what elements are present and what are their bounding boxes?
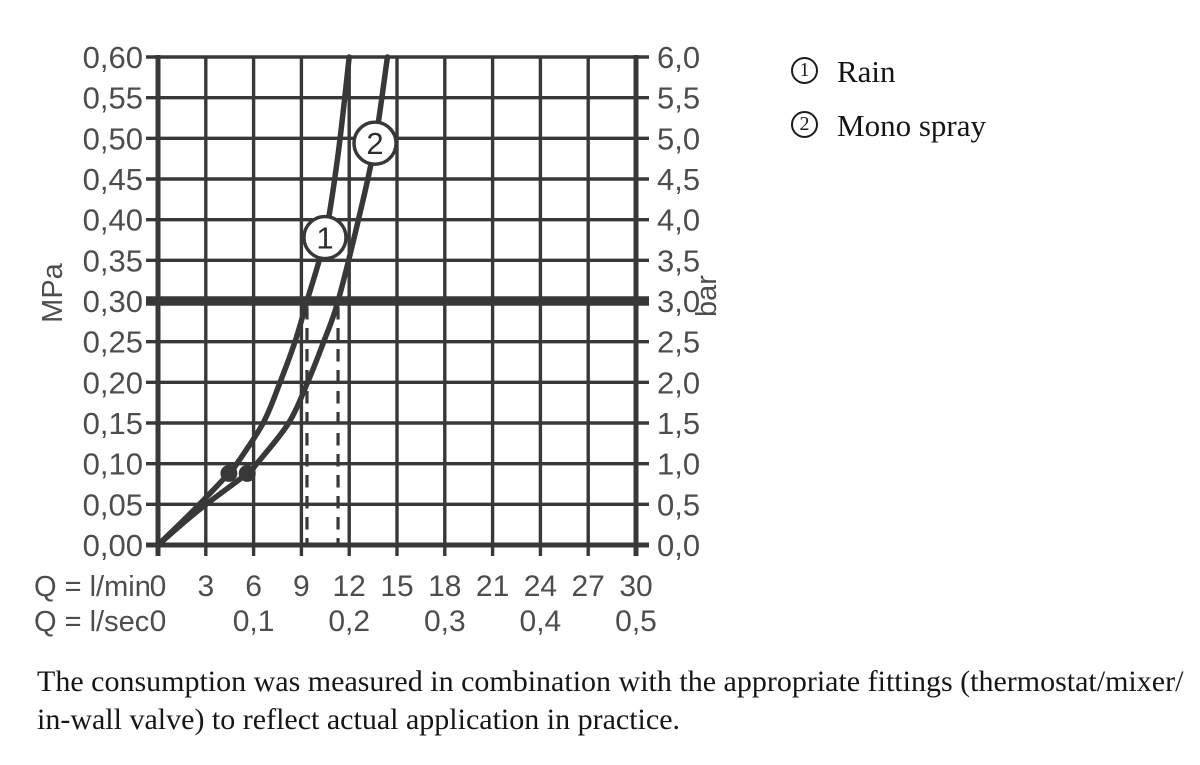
x-tick-lsec: 0,2 (328, 605, 370, 638)
y-right-tick-label: 1,0 (657, 447, 700, 482)
caption-line-2: in-wall valve) to reflect actual applica… (37, 703, 681, 736)
y-right-tick-label: 5,0 (657, 121, 700, 156)
legend-label-mono-spray: Mono spray (837, 108, 986, 143)
chart-canvas: 120,600,550,500,450,400,350,300,250,200,… (34, 40, 723, 638)
x-tick-lmin: 3 (197, 570, 214, 603)
y-left-tick-label: 0,35 (83, 243, 143, 278)
y-left-tick-label: 0,00 (83, 528, 143, 563)
y-left-tick-label: 0,45 (83, 162, 143, 197)
x-tick-lmin: 9 (293, 570, 310, 603)
legend-number-2-icon: 2 (791, 111, 818, 138)
chart-legend: 1 Rain 2 Mono spray (791, 54, 986, 141)
y-left-tick-label: 0,20 (83, 365, 143, 400)
caption-line-1: The consumption was measured in combinat… (37, 665, 1184, 698)
measured-point (220, 464, 238, 482)
y-left-tick-label: 0,50 (83, 121, 143, 156)
y-left-tick-label: 0,55 (83, 81, 143, 116)
curve-badge-number-1: 1 (316, 221, 333, 256)
curve-badge-circle-2 (352, 120, 398, 166)
measured-point (238, 464, 256, 482)
flow-rate-chart: 1 2 0,60 0,55 0,50 0,45 0,40 0,35 0,30 0,25 0,20 0,… (34, 40, 723, 638)
curve-mono-spray (155, 54, 391, 548)
y-left-tick-label: 0,05 (83, 487, 143, 522)
y-left-tick-label: 0,60 (83, 40, 143, 75)
y-left-tick-label: 0,10 (83, 447, 143, 482)
y-left-tick-label: 0,40 (83, 203, 143, 238)
x-axis-unit-lsec: Q = l/sec (34, 606, 149, 638)
y-right-tick-label: 0,0 (657, 528, 700, 563)
x-tick-lmin: 24 (524, 570, 557, 603)
x-tick-lsec: 0 (150, 605, 167, 638)
curve-badge-number-2: 2 (366, 126, 383, 161)
y-right-tick-label: 0,5 (657, 487, 700, 522)
y-right-tick-label: 1,5 (657, 406, 700, 441)
y-right-tick-label: 2,0 (657, 365, 700, 400)
legend-item-mono-spray: 2 Mono spray (791, 108, 986, 141)
caption: The consumption was measured in combinat… (37, 663, 1197, 739)
y-right-tick-label: 3,0 (657, 284, 700, 319)
y-left-tick-label: 0,30 (83, 284, 143, 319)
curve-badge-circle-1 (302, 214, 348, 261)
legend-item-rain: 1 Rain (791, 54, 986, 87)
y-right-tick-label: 2,5 (657, 325, 700, 360)
x-tick-lmin: 0 (150, 570, 167, 603)
x-tick-lmin: 30 (619, 570, 652, 603)
y-right-tick-label: 3,5 (657, 243, 700, 278)
y-left-tick-label: 0,25 (83, 325, 143, 360)
y-right-tick-label: 4,0 (657, 203, 700, 238)
y-left-axis-title: MPa (37, 262, 69, 323)
x-tick-lmin: 27 (572, 570, 605, 603)
y-right-tick-label: 6,0 (657, 40, 700, 75)
y-left-tick-label: 0,15 (83, 406, 143, 441)
x-tick-lmin: 6 (245, 570, 262, 603)
y-right-tick-label: 4,5 (657, 162, 700, 197)
x-tick-lsec: 0,4 (520, 605, 562, 638)
x-tick-lmin: 18 (428, 570, 461, 603)
legend-number-1-icon: 1 (791, 57, 818, 84)
x-tick-lmin: 15 (380, 570, 413, 603)
y-right-tick-label: 5,5 (657, 81, 700, 116)
y-right-axis-title: bar (691, 275, 723, 317)
x-axis-unit-lmin: Q = l/min (34, 571, 151, 603)
x-tick-lsec: 0,5 (615, 605, 657, 638)
x-tick-lmin: 21 (476, 570, 509, 603)
x-tick-lsec: 0,3 (424, 605, 466, 638)
legend-label-rain: Rain (837, 54, 896, 89)
x-tick-lsec: 0,1 (233, 605, 275, 638)
x-tick-lmin: 12 (333, 570, 366, 603)
